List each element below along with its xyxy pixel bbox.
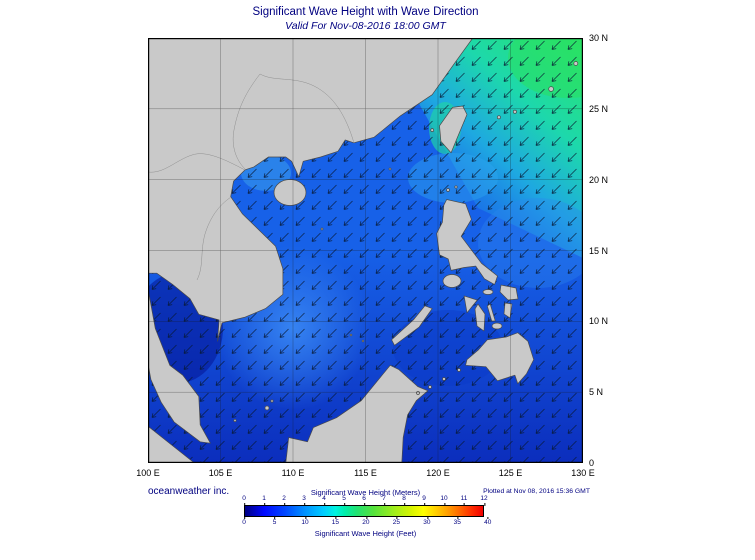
meters-tick: 12 (480, 495, 488, 506)
colorbar-gradient (244, 505, 484, 517)
meters-tick: 5 (342, 495, 346, 506)
island-hainan (273, 179, 307, 206)
feet-tick: 0 (242, 516, 246, 526)
feet-tick: 5 (272, 516, 277, 526)
island-taiwan (439, 105, 468, 154)
colorbar-title-feet: Significant Wave Height (Feet) (314, 529, 417, 538)
island-mindoro (442, 274, 462, 288)
y-tick-label: 30 N (589, 33, 609, 43)
island-negros (474, 303, 486, 332)
meters-tick: 1 (262, 495, 266, 506)
feet-tick: 25 (392, 516, 401, 526)
island-masbate (482, 289, 494, 295)
x-tick-label: 125 E (498, 468, 523, 478)
map-frame (148, 38, 583, 463)
plotted-timestamp: Plotted at Nov 08, 2016 15:36 GMT (483, 488, 590, 495)
border-lines (147, 73, 355, 281)
meters-tick: 7 (382, 495, 386, 506)
feet-tick: 15 (331, 516, 340, 526)
x-tick-label: 105 E (208, 468, 233, 478)
meters-tick: 6 (362, 495, 366, 506)
meters-tick: 4 (322, 495, 326, 506)
island-palawan (391, 305, 433, 346)
y-tick-label: 15 N (589, 245, 609, 256)
sulu-archipelago-islets (416, 368, 461, 395)
page-subtitle: Valid For Nov-08-2016 18:00 GMT (285, 20, 446, 32)
island-luzon (436, 199, 498, 285)
island-leyte (503, 302, 513, 319)
island-bohol (491, 322, 503, 330)
feet-tick: 20 (362, 516, 370, 526)
island-cebu (486, 303, 496, 322)
meters-tick: 9 (422, 495, 426, 506)
feet-tick: 10 (301, 516, 309, 526)
meters-tick: 0 (242, 495, 246, 506)
y-tick-label: 5 N (589, 387, 604, 398)
small-islets (233, 128, 458, 423)
island-samar (499, 284, 519, 301)
meters-tick: 11 (460, 495, 468, 506)
x-tick-label: 130 E (571, 468, 595, 478)
ryukyu-islands (496, 61, 579, 120)
y-tick-label: 0 (589, 458, 595, 468)
colorbar-title-meters: Significant Wave Height (Meters) (310, 488, 421, 497)
feet-tick: 30 (423, 516, 431, 526)
meters-tick: 10 (440, 495, 448, 506)
feet-tick: 35 (453, 516, 461, 526)
graticule (148, 38, 583, 463)
x-tick-label: 120 E (426, 468, 450, 478)
meters-tick: 2 (282, 495, 286, 506)
y-tick-label: 20 N (589, 174, 609, 185)
landmass-borneo (285, 364, 429, 464)
landmass-malay-peninsula (147, 288, 211, 444)
wave-map (133, 18, 628, 464)
x-tick-label: 110 E (281, 468, 305, 478)
island-mindanao (465, 332, 535, 385)
oceanweather-logo-text: oceanweather inc. (148, 486, 230, 497)
meters-tick: 8 (402, 495, 406, 506)
landmass-mainland-asia (147, 37, 474, 342)
land-layer (147, 37, 579, 464)
meters-tick: 3 (302, 495, 306, 506)
x-tick-label: 100 E (136, 468, 160, 478)
island-panay (463, 295, 478, 314)
wave-map-svg (133, 18, 628, 464)
y-tick-label: 25 N (589, 103, 609, 114)
feet-tick: 40 (484, 516, 492, 526)
y-tick-label: 10 N (589, 316, 609, 327)
x-tick-label: 115 E (354, 468, 377, 478)
page-title: Significant Wave Height with Wave Direct… (252, 6, 479, 18)
